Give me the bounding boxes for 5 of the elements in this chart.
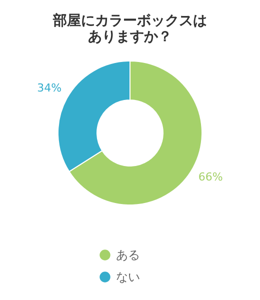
data-label: 34% <box>37 82 62 95</box>
chart-title: 部屋にカラーボックスはありますか？ <box>52 12 207 45</box>
data-label: 66% <box>198 170 223 184</box>
legend-label: ない <box>116 270 140 284</box>
legend-label: ある <box>116 248 140 262</box>
